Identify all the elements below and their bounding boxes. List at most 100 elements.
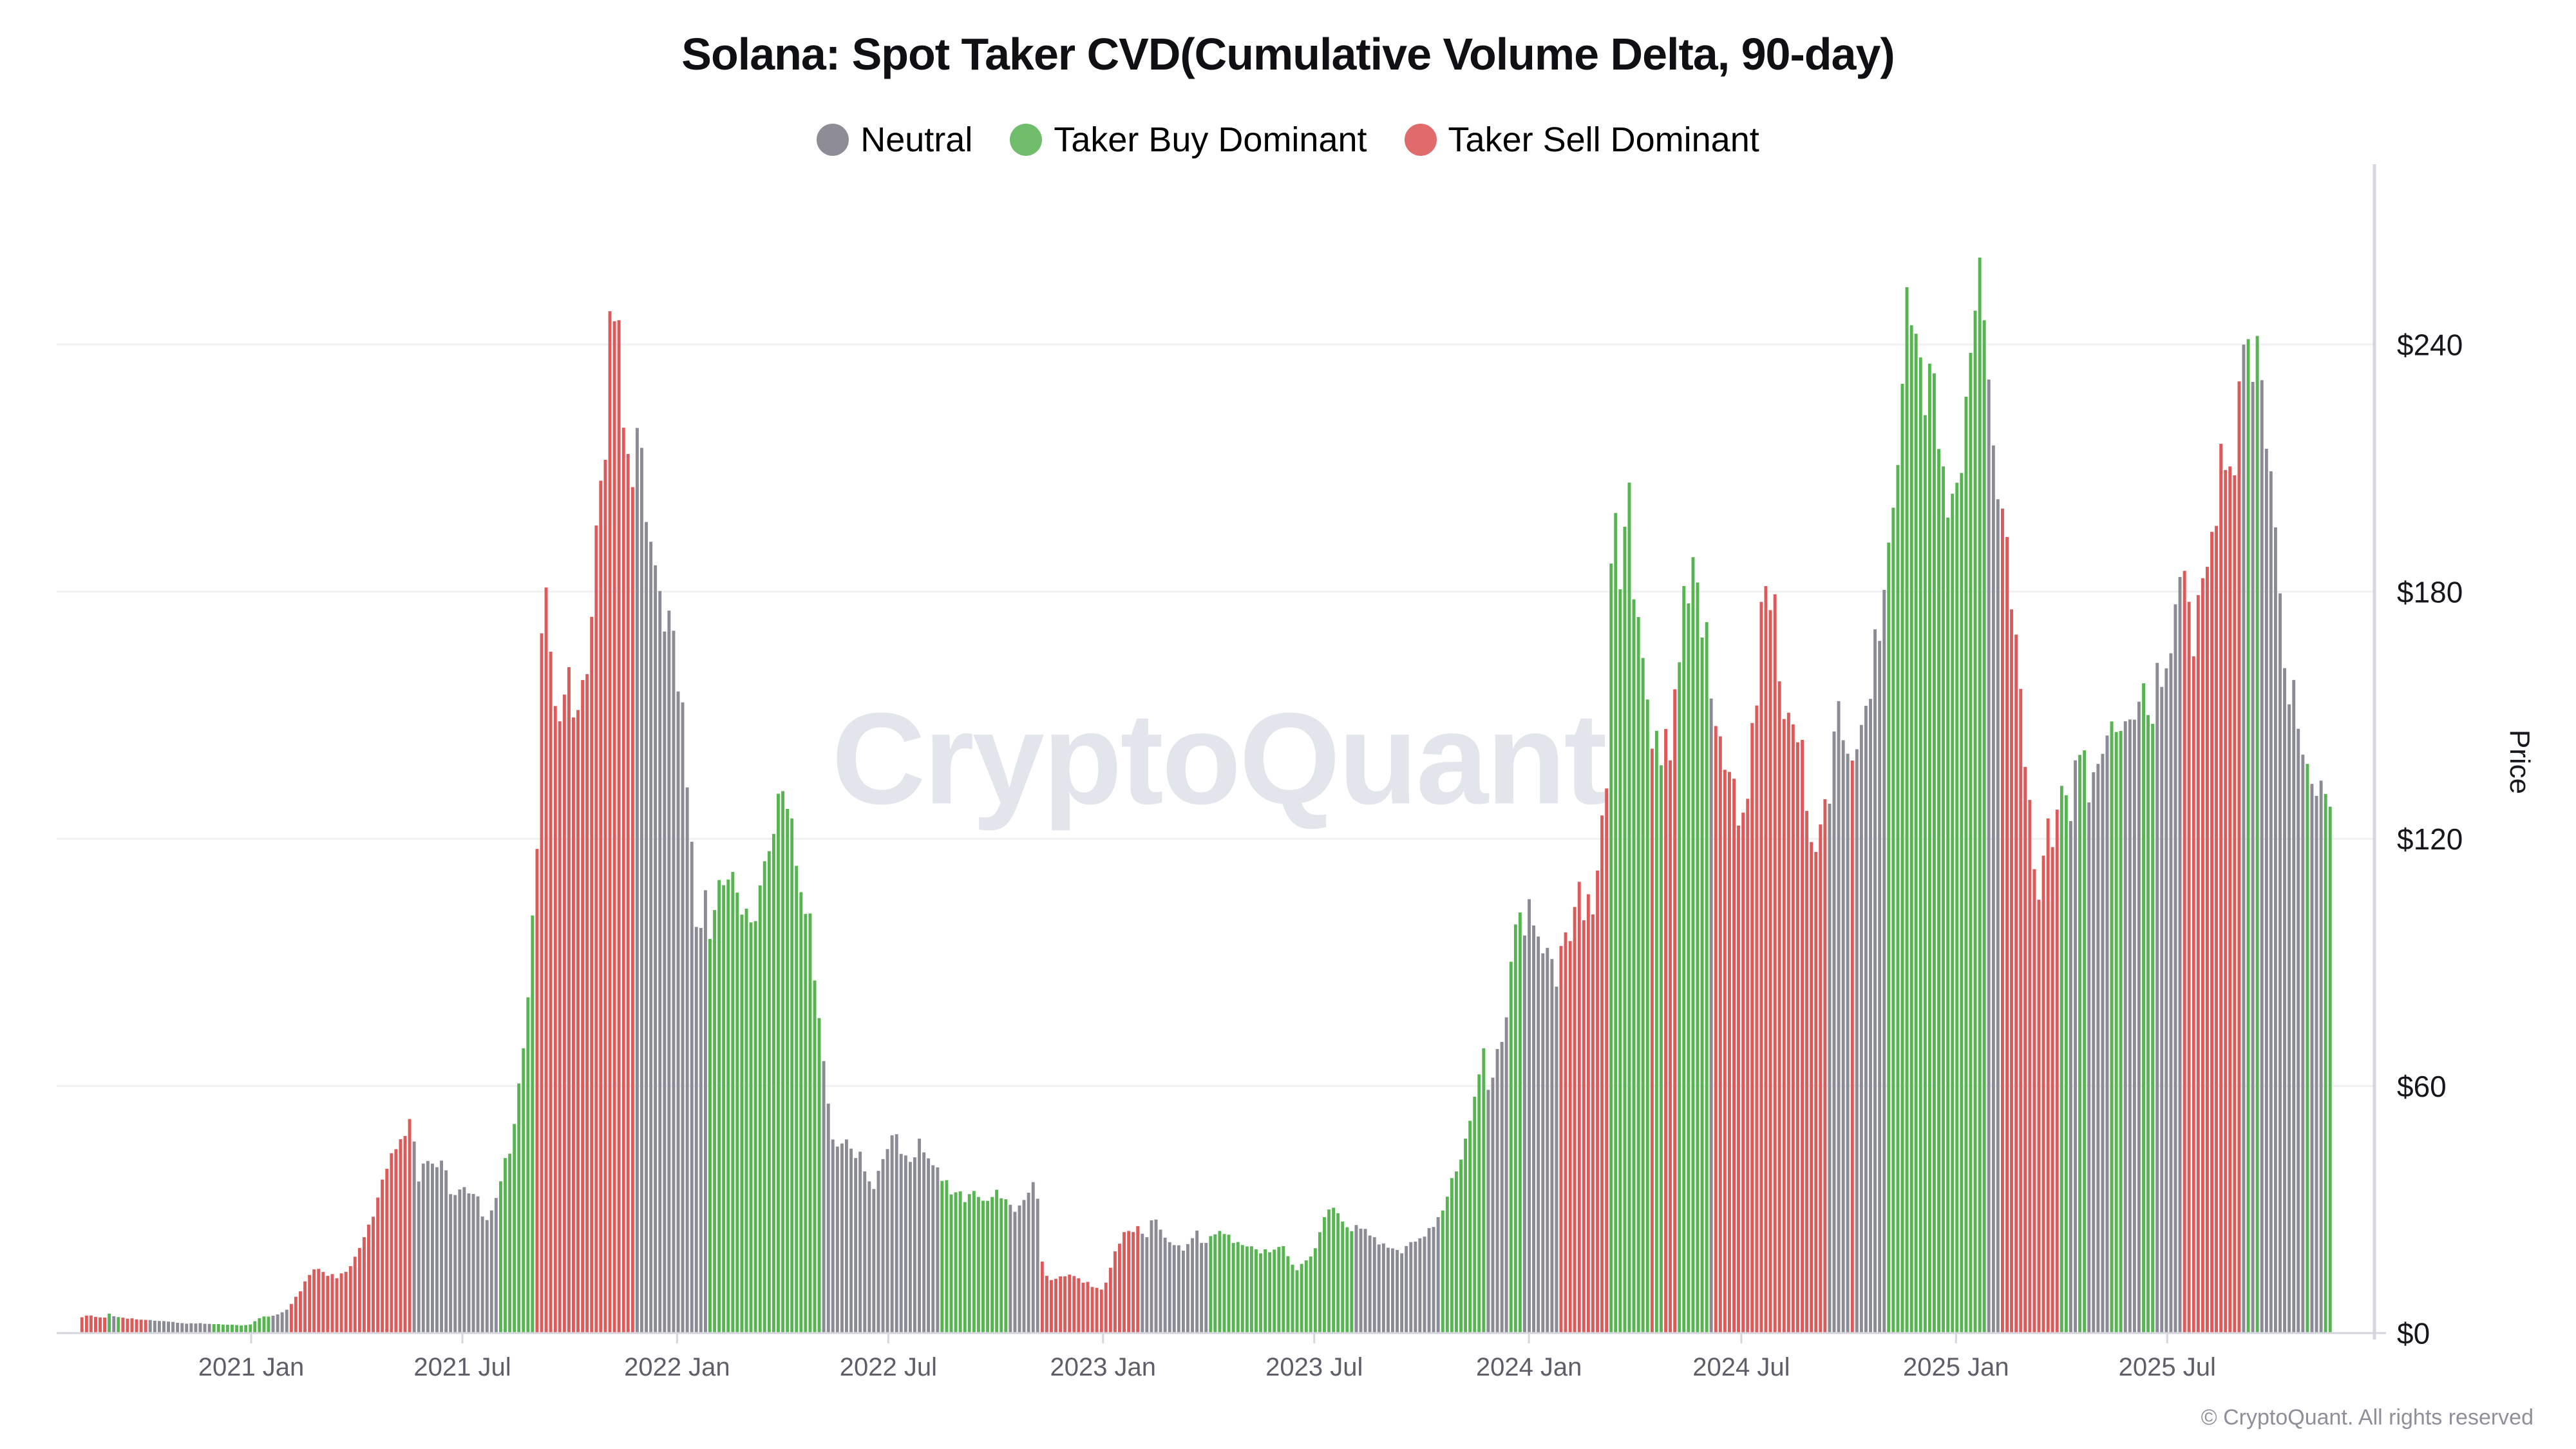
- bar: [1801, 740, 1804, 1333]
- bar: [2264, 448, 2268, 1333]
- bar: [444, 1170, 448, 1333]
- bar: [990, 1197, 994, 1333]
- bar: [1605, 788, 1609, 1333]
- bar: [1691, 557, 1695, 1334]
- bar: [130, 1318, 134, 1333]
- bar: [749, 922, 753, 1333]
- bar: [2096, 764, 2100, 1333]
- bar: [681, 702, 685, 1333]
- bar: [1600, 815, 1604, 1333]
- bar: [2123, 721, 2127, 1333]
- bar: [826, 1103, 830, 1333]
- bar: [913, 1157, 916, 1333]
- bar: [1855, 749, 1859, 1333]
- bar: [1345, 1227, 1349, 1333]
- bar: [949, 1194, 953, 1333]
- bar: [339, 1273, 343, 1333]
- bar: [672, 630, 676, 1333]
- bar: [249, 1324, 252, 1333]
- bar: [895, 1134, 898, 1333]
- bar: [2201, 578, 2204, 1333]
- bar: [2210, 531, 2213, 1333]
- bar: [240, 1325, 243, 1333]
- bar: [2292, 679, 2296, 1333]
- bar: [808, 913, 812, 1333]
- bar: [1518, 912, 1522, 1333]
- bar: [1291, 1264, 1294, 1333]
- bar: [936, 1167, 940, 1333]
- bar: [2237, 381, 2241, 1334]
- legend-item-taker-sell[interactable]: Taker Sell Dominant: [1404, 120, 1759, 160]
- bar: [194, 1323, 198, 1333]
- bar: [462, 1187, 466, 1333]
- bar: [1750, 723, 1754, 1333]
- bar: [1405, 1245, 1408, 1333]
- bar: [558, 721, 562, 1333]
- bar: [649, 542, 653, 1334]
- bar: [376, 1197, 380, 1333]
- bar: [1464, 1139, 1467, 1333]
- bar: [1914, 334, 1918, 1334]
- bar: [1636, 617, 1640, 1333]
- bar: [777, 793, 780, 1333]
- legend-item-neutral[interactable]: Neutral: [817, 120, 972, 160]
- bar: [1227, 1235, 1231, 1333]
- bar: [2046, 818, 2050, 1333]
- bar: [717, 880, 721, 1333]
- bar: [735, 893, 739, 1333]
- price-bars[interactable]: [80, 257, 2332, 1334]
- bar: [1045, 1276, 1048, 1333]
- bar: [357, 1247, 361, 1333]
- bar: [1350, 1231, 1354, 1333]
- bar: [1327, 1209, 1331, 1333]
- bar: [1264, 1249, 1267, 1333]
- bar: [499, 1181, 502, 1333]
- legend-item-taker-buy[interactable]: Taker Buy Dominant: [1010, 120, 1367, 160]
- bar: [835, 1146, 839, 1333]
- bar: [2224, 469, 2228, 1333]
- bar: [1396, 1249, 1399, 1333]
- bar: [253, 1321, 257, 1333]
- bar: [1623, 526, 1627, 1333]
- bar: [576, 710, 580, 1333]
- bar: [2110, 721, 2114, 1333]
- bar: [1141, 1233, 1144, 1333]
- y-tick-label: $60: [2397, 1070, 2447, 1103]
- bar: [153, 1320, 156, 1333]
- bar: [1714, 726, 1718, 1333]
- bar: [636, 428, 639, 1333]
- bar: [1887, 542, 1891, 1333]
- bar: [299, 1291, 302, 1333]
- bar: [176, 1323, 180, 1333]
- bar: [522, 1048, 526, 1333]
- bar: [421, 1163, 425, 1333]
- bar: [1678, 662, 1681, 1333]
- bar: [2228, 466, 2232, 1333]
- bar: [435, 1167, 439, 1333]
- bar: [922, 1152, 926, 1333]
- bar: [426, 1160, 430, 1333]
- bar: [1577, 882, 1581, 1333]
- bar: [476, 1196, 480, 1333]
- bar: [608, 311, 612, 1334]
- bar: [2014, 634, 2018, 1333]
- bar: [412, 1141, 416, 1333]
- bar: [231, 1324, 234, 1333]
- bar: [2064, 795, 2068, 1333]
- bar: [945, 1180, 949, 1333]
- bar: [1222, 1234, 1226, 1333]
- bar: [1381, 1243, 1385, 1333]
- y-axis-labels: $0 $60 $120 $180 $240: [2397, 328, 2463, 1350]
- bar: [1573, 907, 1577, 1333]
- bar: [1145, 1237, 1149, 1333]
- bar: [335, 1278, 339, 1333]
- bar: [986, 1200, 989, 1333]
- bar: [494, 1198, 498, 1333]
- bar: [167, 1321, 170, 1333]
- bar: [1491, 1077, 1495, 1333]
- bar: [2032, 869, 2036, 1333]
- bar: [135, 1319, 138, 1333]
- axes: [57, 164, 2386, 1340]
- bar: [1869, 699, 1872, 1333]
